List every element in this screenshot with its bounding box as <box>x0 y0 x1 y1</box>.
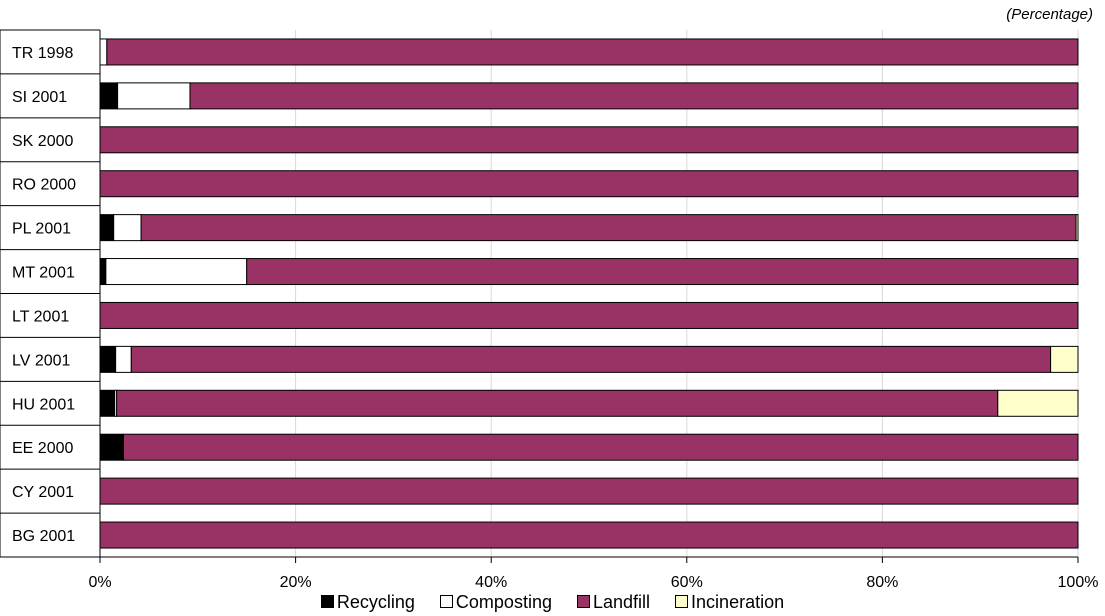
bar-landfill <box>99 126 1079 154</box>
bar-landfill <box>99 301 1079 329</box>
legend-item-incineration: Incineration <box>675 592 784 613</box>
bar-landfill <box>189 82 1079 110</box>
category-label: LT 2001 <box>12 308 69 325</box>
x-tick-label: 100% <box>1058 574 1099 591</box>
x-tick-label: 60% <box>671 574 703 591</box>
legend-swatch-recycling <box>320 595 334 608</box>
bar-composting <box>99 38 108 66</box>
bar-recycling <box>99 258 107 286</box>
bar-recycling <box>99 214 115 242</box>
x-axis-tick-labels: 0% 20% 40% 60% 80% 100% <box>88 574 1098 591</box>
legend-swatch-incineration <box>675 595 689 608</box>
unit-note: (Percentage) <box>1006 6 1093 23</box>
bar-landfill <box>140 214 1077 242</box>
grid-lines <box>295 30 1079 557</box>
legend-swatch-landfill <box>576 595 590 608</box>
bar-recycling <box>99 82 119 110</box>
category-label: HU 2001 <box>12 396 75 413</box>
legend-label-landfill: Landfill <box>592 592 651 612</box>
legend-label-recycling: Recycling <box>336 592 415 612</box>
bar-landfill <box>99 170 1079 198</box>
legend-swatch-composting <box>439 595 453 608</box>
legend-item-recycling: Recycling <box>320 592 415 613</box>
category-label: TR 1998 <box>12 45 73 62</box>
bar-composting <box>117 82 191 110</box>
bar-landfill <box>99 521 1079 549</box>
y-axis-labels: TR 1998 SI 2001 SK 2000 RO 2000 PL 2001 MT 20… <box>12 45 76 545</box>
category-label: EE 2000 <box>12 440 73 457</box>
legend-label-incineration: Incineration <box>691 592 785 612</box>
bar-recycling <box>99 433 124 461</box>
legend-item-composting: Composting <box>439 592 552 613</box>
category-label: CY 2001 <box>12 484 74 501</box>
bar-landfill <box>122 433 1079 461</box>
bar-recycling <box>99 345 117 373</box>
bar-landfill <box>246 258 1079 286</box>
bars <box>99 38 1079 549</box>
bar-composting <box>115 345 132 373</box>
legend: Recycling Composting Landfill Incinerati… <box>0 592 1105 613</box>
bar-incineration <box>1075 214 1079 242</box>
category-label: MT 2001 <box>12 265 75 282</box>
category-label: SK 2000 <box>12 133 73 150</box>
bar-incineration <box>1050 345 1079 373</box>
bar-incineration <box>997 389 1079 417</box>
category-label: PL 2001 <box>12 221 71 238</box>
x-tick-label: 0% <box>88 574 111 591</box>
x-tick-label: 40% <box>475 574 507 591</box>
bar-landfill <box>130 345 1052 373</box>
legend-label-composting: Composting <box>455 592 552 612</box>
axes <box>0 29 1079 563</box>
bar-landfill <box>99 477 1079 505</box>
category-label: RO 2000 <box>12 177 76 194</box>
bar-composting <box>105 258 248 286</box>
category-label: SI 2001 <box>12 89 67 106</box>
bar-landfill <box>116 389 999 417</box>
x-tick-label: 20% <box>280 574 312 591</box>
bar-recycling <box>99 389 116 417</box>
bar-landfill <box>106 38 1079 66</box>
category-label: BG 2001 <box>12 528 75 545</box>
legend-item-landfill: Landfill <box>576 592 651 613</box>
x-tick-label: 80% <box>866 574 898 591</box>
bar-composting <box>113 214 142 242</box>
category-label: LV 2001 <box>12 352 71 369</box>
